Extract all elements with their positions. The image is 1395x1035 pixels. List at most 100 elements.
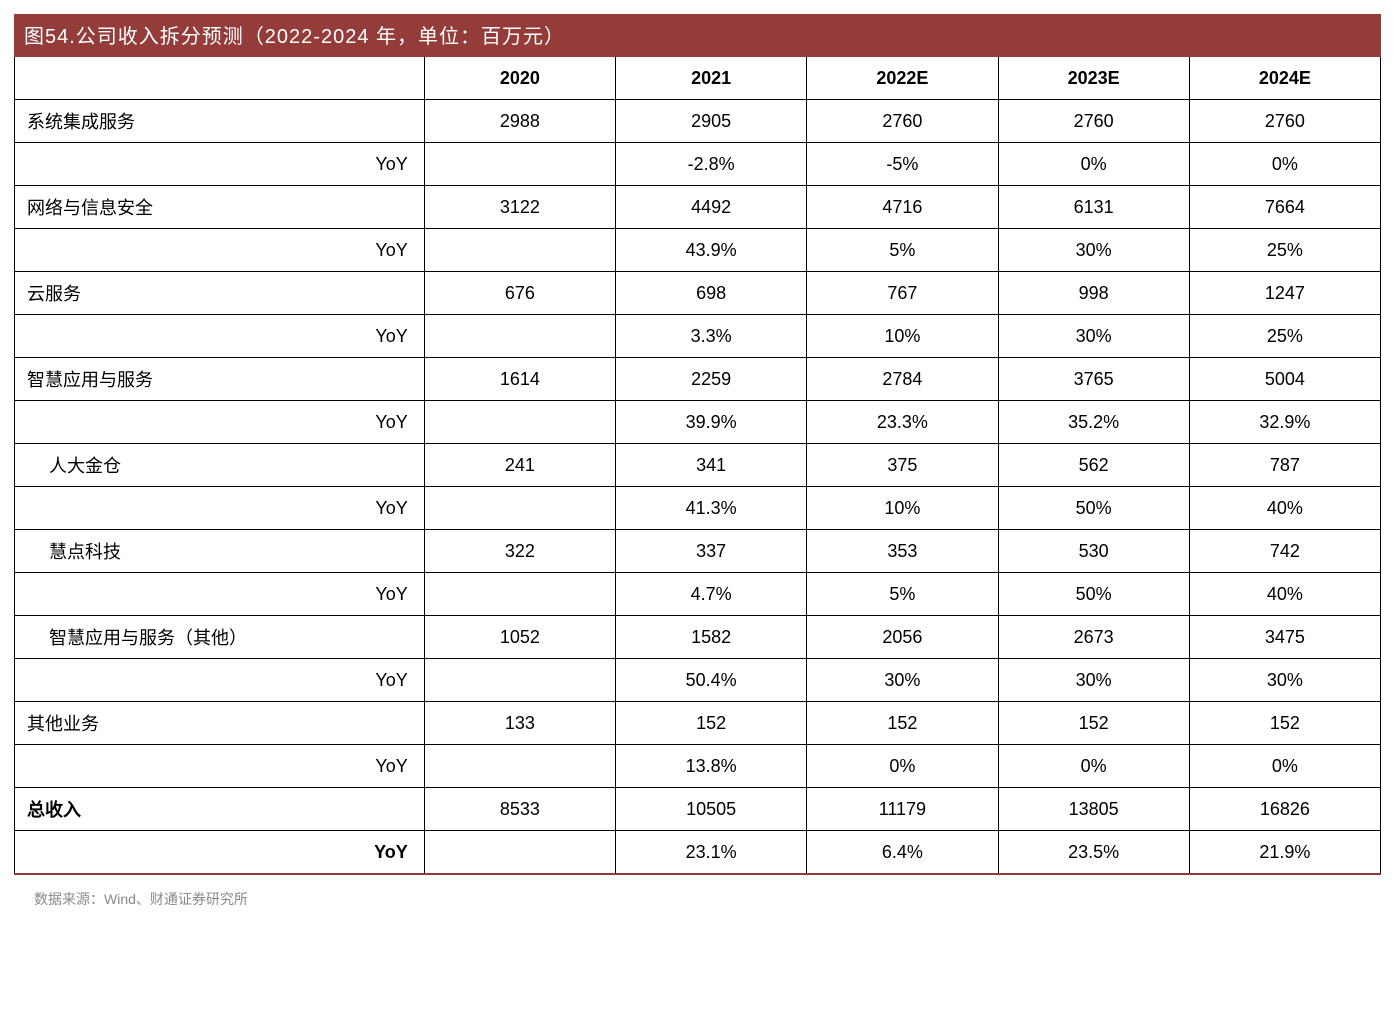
cell-value: 13805 [998, 788, 1189, 831]
cell-value: 152 [616, 702, 807, 745]
cell-yoy [424, 573, 615, 616]
cell-value: 3475 [1189, 616, 1380, 659]
table-row: 总收入853310505111791380516826 [15, 788, 1381, 831]
cell-yoy: 39.9% [616, 401, 807, 444]
yoy-label: YoY [15, 143, 425, 186]
cell-value: 2259 [616, 358, 807, 401]
table-row-yoy: YoY 41.3%10%50%40% [15, 487, 1381, 530]
cell-value: 787 [1189, 444, 1380, 487]
cell-value: 562 [998, 444, 1189, 487]
table-row-yoy: YoY 39.9%23.3%35.2%32.9% [15, 401, 1381, 444]
yoy-label: YoY [15, 573, 425, 616]
revenue-forecast-table: 2020 2021 2022E 2023E 2024E 系统集成服务298829… [14, 55, 1381, 875]
cell-yoy: 25% [1189, 229, 1380, 272]
cell-value: 5004 [1189, 358, 1380, 401]
row-label: 系统集成服务 [15, 100, 425, 143]
cell-yoy: 50% [998, 487, 1189, 530]
cell-yoy: -5% [807, 143, 998, 186]
cell-yoy: 30% [998, 229, 1189, 272]
yoy-label: YoY [15, 401, 425, 444]
cell-value: 353 [807, 530, 998, 573]
cell-value: 2760 [998, 100, 1189, 143]
table-row-yoy: YoY3.3%10%30%25% [15, 315, 1381, 358]
table-row-yoy: YoY23.1%6.4%23.5%21.9% [15, 831, 1381, 875]
cell-value: 133 [424, 702, 615, 745]
cell-value: 998 [998, 272, 1189, 315]
table-row: 云服务6766987679981247 [15, 272, 1381, 315]
cell-yoy [424, 745, 615, 788]
cell-value: 1247 [1189, 272, 1380, 315]
cell-value: 152 [998, 702, 1189, 745]
cell-yoy [424, 659, 615, 702]
cell-value: 2760 [807, 100, 998, 143]
cell-yoy: 40% [1189, 573, 1380, 616]
cell-yoy: 10% [807, 487, 998, 530]
cell-value: 6131 [998, 186, 1189, 229]
row-label: 其他业务 [15, 702, 425, 745]
table-body: 系统集成服务29882905276027602760YoY-2.8%-5%0%0… [15, 100, 1381, 875]
cell-yoy: 10% [807, 315, 998, 358]
cell-yoy: 0% [1189, 143, 1380, 186]
cell-yoy: 30% [998, 659, 1189, 702]
table-row-yoy: YoY43.9%5%30%25% [15, 229, 1381, 272]
cell-value: 767 [807, 272, 998, 315]
cell-value: 152 [807, 702, 998, 745]
row-label: 慧点科技 [15, 530, 425, 573]
cell-yoy [424, 229, 615, 272]
row-label: 智慧应用与服务（其他） [15, 616, 425, 659]
table-row-yoy: YoY13.8%0%0%0% [15, 745, 1381, 788]
cell-value: 2760 [1189, 100, 1380, 143]
cell-value: 1614 [424, 358, 615, 401]
cell-yoy: 5% [807, 573, 998, 616]
cell-value: 676 [424, 272, 615, 315]
table-row-yoy: YoY 4.7%5%50%40% [15, 573, 1381, 616]
header-col: 2021 [616, 56, 807, 100]
cell-yoy: 3.3% [616, 315, 807, 358]
cell-yoy: 35.2% [998, 401, 1189, 444]
cell-value: 375 [807, 444, 998, 487]
cell-value: 1582 [616, 616, 807, 659]
cell-yoy: 0% [1189, 745, 1380, 788]
cell-value: 322 [424, 530, 615, 573]
row-label: 网络与信息安全 [15, 186, 425, 229]
cell-yoy: 50% [998, 573, 1189, 616]
cell-value: 152 [1189, 702, 1380, 745]
cell-value: 1052 [424, 616, 615, 659]
cell-yoy: 0% [807, 745, 998, 788]
cell-value: 4716 [807, 186, 998, 229]
cell-value: 10505 [616, 788, 807, 831]
cell-value: 3765 [998, 358, 1189, 401]
cell-yoy [424, 315, 615, 358]
cell-value: 341 [616, 444, 807, 487]
cell-yoy: 40% [1189, 487, 1380, 530]
cell-yoy: 23.1% [616, 831, 807, 875]
cell-yoy [424, 831, 615, 875]
header-col: 2024E [1189, 56, 1380, 100]
cell-value: 337 [616, 530, 807, 573]
cell-yoy: 4.7% [616, 573, 807, 616]
cell-yoy: 5% [807, 229, 998, 272]
cell-yoy: -2.8% [616, 143, 807, 186]
cell-yoy: 0% [998, 745, 1189, 788]
table-row: 人大金仓241341375562787 [15, 444, 1381, 487]
header-col: 2020 [424, 56, 615, 100]
cell-value: 241 [424, 444, 615, 487]
cell-yoy: 30% [998, 315, 1189, 358]
row-label: 云服务 [15, 272, 425, 315]
yoy-label: YoY [15, 831, 425, 875]
header-col: 2023E [998, 56, 1189, 100]
cell-yoy: 23.3% [807, 401, 998, 444]
cell-yoy: 23.5% [998, 831, 1189, 875]
figure-title: 图54.公司收入拆分预测（2022-2024 年，单位：百万元） [14, 14, 1381, 55]
cell-value: 7664 [1189, 186, 1380, 229]
yoy-label: YoY [15, 487, 425, 530]
cell-yoy: 41.3% [616, 487, 807, 530]
yoy-label: YoY [15, 745, 425, 788]
cell-yoy: 32.9% [1189, 401, 1380, 444]
cell-value: 8533 [424, 788, 615, 831]
yoy-label: YoY [15, 229, 425, 272]
table-row-yoy: YoY50.4%30%30%30% [15, 659, 1381, 702]
cell-yoy: 30% [807, 659, 998, 702]
data-source-note: 数据来源：Wind、财通证券研究所 [14, 875, 1381, 909]
cell-value: 4492 [616, 186, 807, 229]
